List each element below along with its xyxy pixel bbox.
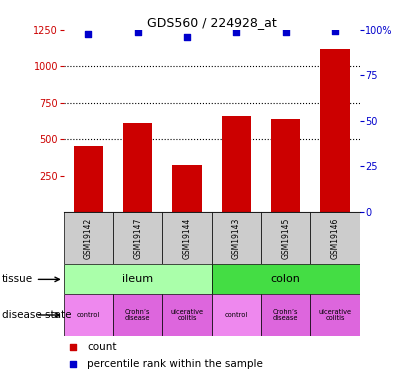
Bar [271, 119, 300, 212]
Text: Crohn’s
disease: Crohn’s disease [125, 309, 150, 321]
Point [184, 34, 190, 40]
Bar [113, 212, 162, 264]
Bar [64, 294, 113, 336]
Point [282, 29, 289, 35]
Text: disease state: disease state [2, 310, 72, 320]
Point [69, 361, 76, 367]
Text: count: count [88, 342, 117, 352]
Text: percentile rank within the sample: percentile rank within the sample [88, 359, 263, 369]
Text: control: control [77, 312, 100, 318]
Bar [64, 264, 212, 294]
Bar [261, 294, 310, 336]
Text: GSM19147: GSM19147 [133, 217, 142, 259]
Bar [212, 212, 261, 264]
Text: GSM19143: GSM19143 [232, 217, 241, 259]
Bar [212, 294, 261, 336]
Bar [64, 212, 113, 264]
Bar [113, 294, 162, 336]
Point [233, 29, 240, 35]
Text: GSM19145: GSM19145 [281, 217, 290, 259]
Title: GDS560 / 224928_at: GDS560 / 224928_at [147, 16, 277, 29]
Bar [222, 116, 251, 212]
Bar [162, 212, 212, 264]
Bar [172, 165, 202, 212]
Text: GSM19144: GSM19144 [182, 217, 192, 259]
Bar [162, 294, 212, 336]
Text: ulcerative
colitis: ulcerative colitis [319, 309, 351, 321]
Point [134, 29, 141, 35]
Bar [123, 123, 152, 212]
Point [332, 28, 338, 34]
Bar [74, 146, 103, 212]
Bar [212, 264, 360, 294]
Point [69, 344, 76, 350]
Point [85, 31, 92, 37]
Text: colon: colon [271, 274, 300, 284]
Text: tissue: tissue [2, 274, 33, 284]
Bar [261, 212, 310, 264]
Text: GSM19146: GSM19146 [330, 217, 339, 259]
Text: Crohn’s
disease: Crohn’s disease [273, 309, 298, 321]
Text: ileum: ileum [122, 274, 153, 284]
Text: ulcerative
colitis: ulcerative colitis [171, 309, 203, 321]
Bar [310, 294, 360, 336]
Text: control: control [225, 312, 248, 318]
Text: GSM19142: GSM19142 [84, 217, 93, 259]
Bar [310, 212, 360, 264]
Bar [320, 49, 350, 212]
